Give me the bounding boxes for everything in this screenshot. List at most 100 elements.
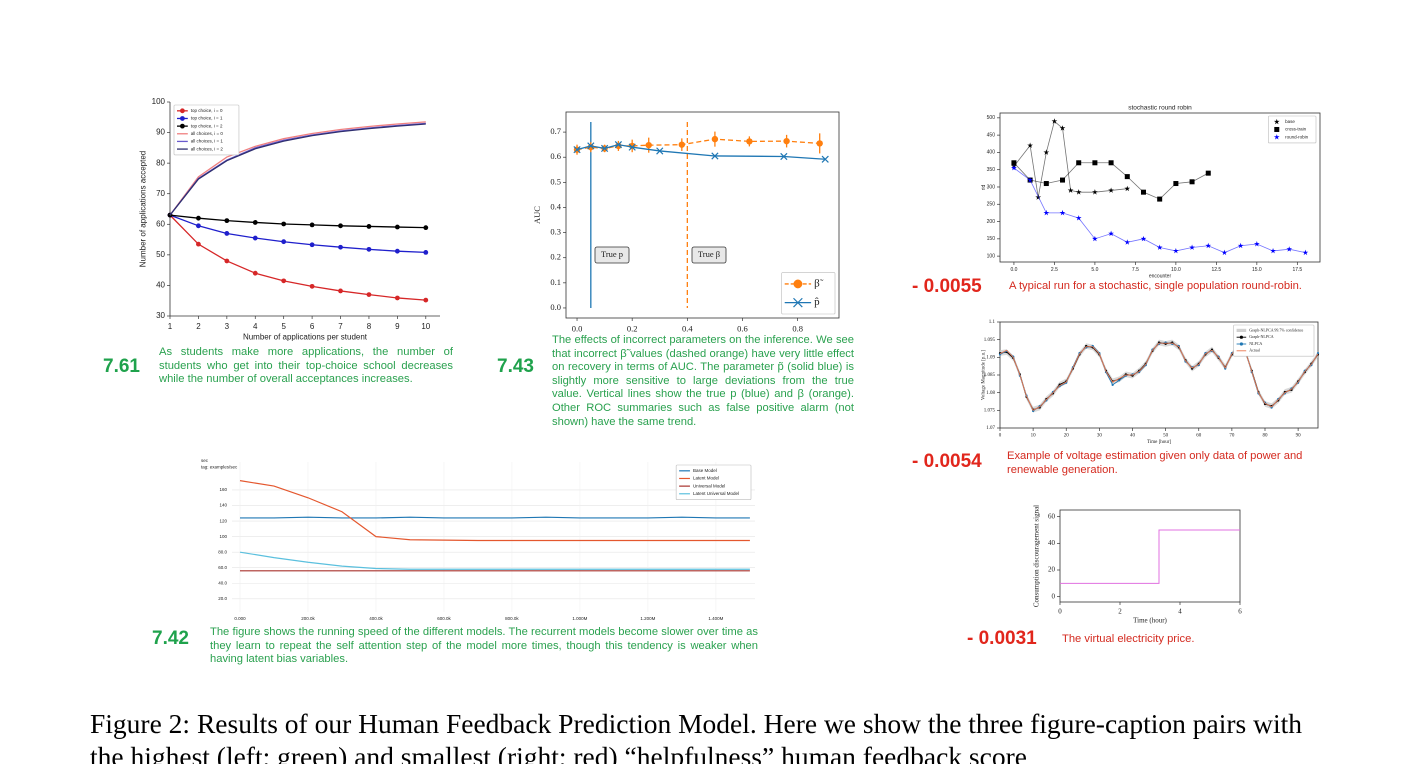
x-tick-label: 4 [1178, 607, 1182, 615]
marker [645, 141, 652, 149]
y-tick-label: 80.0 [218, 549, 227, 554]
caption: The virtual electricity price. [1062, 633, 1195, 645]
x-tick-label: 1.000M [572, 616, 587, 621]
series-line [169, 121, 426, 216]
x-tick-label: 5.0 [1091, 267, 1098, 273]
y-tick-label: 60 [156, 219, 165, 228]
legend-label: p̂ [814, 296, 820, 308]
legend-box [1268, 115, 1317, 144]
series-line [169, 123, 426, 216]
y-tick-label: 200 [987, 219, 996, 225]
x-axis-label: Number of applications per student [243, 332, 368, 341]
y-tick-label: 0 [1052, 592, 1056, 600]
series-line [239, 516, 750, 519]
x-tick-label: 200.0k [301, 616, 315, 621]
marker [366, 224, 372, 229]
marker [309, 283, 315, 289]
marker [252, 235, 258, 241]
marker [1051, 118, 1058, 124]
legend-label: cross-train [1285, 127, 1307, 132]
marker [1111, 383, 1114, 386]
x-tick-label: 7 [338, 322, 343, 331]
legend-label: base [1285, 119, 1295, 124]
marker [1059, 125, 1066, 131]
y-tick-label: 60.0 [218, 565, 227, 570]
legend-label: Latent Model [693, 476, 719, 481]
marker [1239, 342, 1243, 346]
annotation-box [594, 246, 630, 264]
series-line [1060, 529, 1240, 584]
marker [423, 225, 429, 231]
series-line [1013, 120, 1128, 198]
x-tick-label: 5 [281, 322, 286, 331]
legend-label: Graph-NLPCA [1249, 334, 1274, 339]
figure-caption: Figure 2: Results of our Human Feedback … [90, 708, 1302, 764]
marker [394, 248, 400, 254]
marker [1237, 242, 1244, 249]
marker [600, 144, 609, 153]
marker [1011, 160, 1017, 166]
marker [1157, 196, 1163, 202]
y-tick-label: 250 [987, 202, 996, 208]
y-tick-label: 0.6 [550, 151, 561, 161]
series-line [1013, 167, 1306, 254]
x-axis-label: Time [hour] [1147, 440, 1171, 445]
legend-box [1233, 324, 1315, 357]
marker [180, 108, 185, 114]
y-tick-label: 120 [219, 518, 227, 523]
y-tick-label: 1.075 [984, 408, 996, 413]
marker [1140, 235, 1147, 242]
y-axis-label: AUC [532, 206, 542, 224]
series-line [239, 480, 750, 542]
marker [678, 141, 686, 148]
y-tick-label: 1.1 [989, 320, 996, 325]
x-tick-label: 60 [1196, 434, 1202, 439]
legend-box [675, 464, 752, 500]
marker [1316, 351, 1320, 355]
legend-label: Base Model [693, 468, 717, 473]
marker [1011, 164, 1017, 171]
marker [196, 241, 201, 247]
y-tick-label: 0.0 [550, 302, 561, 312]
marker [783, 137, 790, 145]
marker [1273, 118, 1280, 125]
marker [366, 246, 372, 252]
legend-label: round-robin [1285, 134, 1309, 139]
x-tick-label: 400.0k [369, 616, 383, 621]
x-tick-label: 0.6 [737, 323, 748, 333]
legend-label: top choice, i = 1 [191, 116, 223, 121]
x-tick-label: 40 [1130, 434, 1136, 439]
marker [1075, 215, 1082, 221]
marker [281, 221, 287, 227]
series-line [169, 214, 426, 229]
y-tick-label: 450 [987, 132, 996, 138]
score: 7.61 [103, 356, 140, 377]
score: - 0.0055 [912, 276, 982, 297]
y-axis-label: Consumption discouragement signal [1033, 505, 1041, 607]
y-tick-label: 40 [1048, 539, 1056, 547]
x-tick-label: 50 [1163, 434, 1169, 439]
legend-label: β̃ [814, 277, 824, 289]
y-axis-label: Voltage Magnitude [p.u.] [982, 350, 987, 401]
marker [196, 215, 201, 221]
marker [746, 138, 753, 145]
x-tick-label: 2.5 [1051, 267, 1058, 273]
x-tick-label: 0.8 [792, 323, 803, 333]
annotation: True β [698, 249, 720, 259]
marker [394, 224, 400, 230]
x-tick-label: 9 [395, 322, 400, 331]
marker [628, 142, 636, 150]
x-tick-label: 0.4 [682, 323, 693, 333]
y-tick-label: 1.07 [986, 426, 995, 431]
marker [1108, 187, 1114, 193]
caption: A typical run for a stochastic, single p… [1009, 280, 1302, 292]
marker [423, 250, 429, 255]
x-tick-label: 1.400M [708, 616, 723, 621]
legend-box [781, 272, 836, 315]
y-tick-label: 0.4 [550, 201, 561, 211]
x-tick-label: 0.2 [627, 323, 638, 333]
x-tick-label: 15.0 [1252, 267, 1262, 273]
y-tick-label: 1.08 [986, 391, 995, 396]
marker [1253, 241, 1260, 247]
